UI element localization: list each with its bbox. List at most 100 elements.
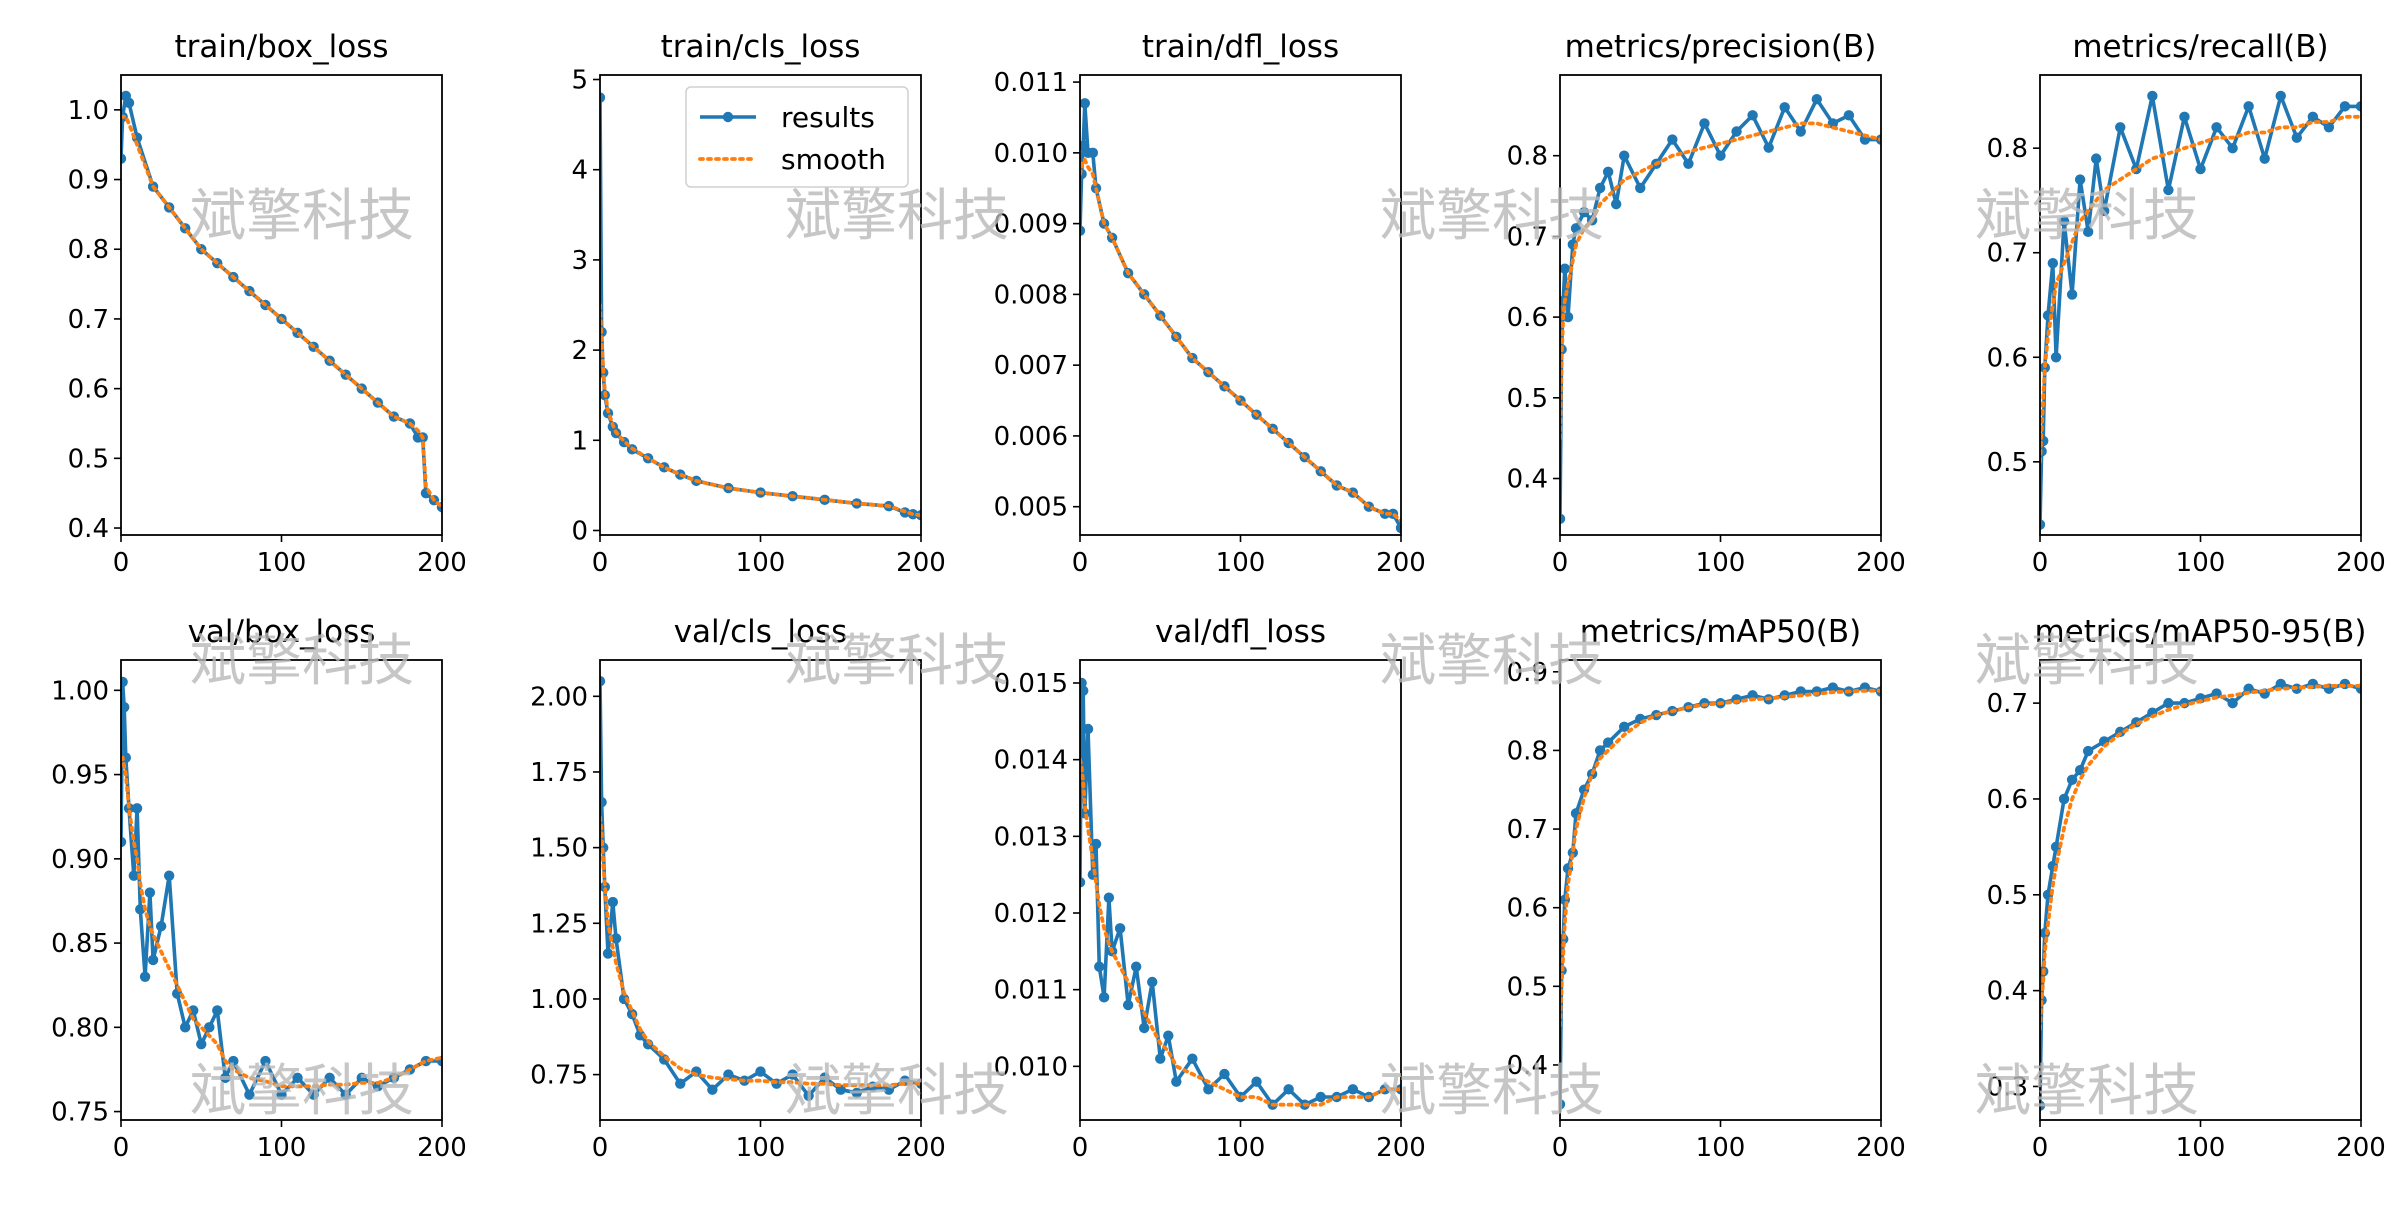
y-tick-label: 0.013 bbox=[994, 822, 1068, 852]
watermark-text: 斌擎科技 bbox=[1380, 1059, 1604, 1124]
subplot: val/dfl_loss 0 100 200 0.010 0.011 0.012 0.013 0… bbox=[994, 614, 1426, 1163]
results-point bbox=[155, 921, 167, 932]
results-point bbox=[1560, 263, 1571, 274]
subplot-title: metrics/precision(B) bbox=[1565, 29, 1877, 65]
y-tick-label: 0.75 bbox=[530, 1061, 588, 1091]
y-tick-label: 0.4 bbox=[1507, 465, 1548, 495]
x-tick-label: 100 bbox=[736, 548, 786, 578]
y-tick-label: 0.007 bbox=[994, 351, 1068, 381]
x-tick-label: 0 bbox=[1552, 548, 1569, 578]
x-tick-label: 200 bbox=[1856, 1133, 1906, 1163]
results-point bbox=[1843, 110, 1855, 121]
results-line bbox=[1080, 101, 1401, 529]
results-point bbox=[1219, 1068, 1230, 1080]
watermark-text: 斌擎科技 bbox=[1975, 184, 2199, 249]
results-point bbox=[1699, 118, 1710, 129]
results-point bbox=[292, 1072, 303, 1084]
smooth-line bbox=[121, 755, 442, 1089]
x-tick-label: 200 bbox=[417, 1133, 467, 1163]
y-tick-label: 0.6 bbox=[1507, 894, 1548, 924]
smooth-line bbox=[1080, 157, 1401, 523]
subplot-title: train/cls_loss bbox=[661, 29, 861, 65]
results-point bbox=[121, 701, 130, 713]
results-point bbox=[1578, 206, 1590, 218]
y-tick-label: 0.5 bbox=[1507, 972, 1548, 1002]
results-point bbox=[144, 887, 156, 898]
y-tick-label: 0.90 bbox=[51, 845, 109, 875]
results-point bbox=[610, 933, 622, 944]
results-point bbox=[1560, 1099, 1566, 1110]
y-tick-label: 1.00 bbox=[51, 676, 109, 706]
results-point bbox=[1087, 147, 1099, 159]
results-point bbox=[276, 1089, 287, 1100]
results-point bbox=[1147, 976, 1158, 988]
results-point bbox=[2082, 745, 2094, 757]
y-tick-label: 0.85 bbox=[51, 929, 109, 959]
results-point bbox=[308, 1089, 319, 1100]
results-point bbox=[1155, 1053, 1166, 1064]
smooth-line bbox=[1080, 757, 1401, 1107]
y-tick-label: 0.009 bbox=[994, 210, 1068, 240]
x-tick-label: 100 bbox=[2176, 548, 2226, 578]
y-tick-label: 0.4 bbox=[1507, 1051, 1548, 1081]
subplot-title: val/dfl_loss bbox=[1155, 614, 1326, 650]
y-tick-label: 0.80 bbox=[51, 1013, 109, 1043]
results-point bbox=[2243, 101, 2254, 112]
results-point bbox=[1090, 838, 1102, 850]
results-point bbox=[600, 881, 611, 893]
results-point bbox=[2058, 793, 2070, 805]
results-point bbox=[1715, 150, 1726, 161]
x-tick-label: 100 bbox=[1216, 548, 1266, 578]
results-point bbox=[1594, 182, 1606, 194]
smooth-line bbox=[600, 815, 921, 1088]
y-tick-label: 0.5 bbox=[1507, 384, 1548, 414]
y-tick-label: 0.015 bbox=[994, 669, 1068, 699]
axes-frame bbox=[599, 659, 922, 1121]
x-tick-label: 200 bbox=[1856, 548, 1906, 578]
results-point bbox=[1683, 158, 1694, 169]
results-line bbox=[121, 680, 442, 1097]
subplot-title: val/box_loss bbox=[188, 614, 376, 650]
watermark-text: 斌擎科技 bbox=[190, 184, 414, 249]
subplot-title: train/dfl_loss bbox=[1142, 29, 1339, 65]
subplot-title: metrics/recall(B) bbox=[2072, 29, 2328, 65]
results-point bbox=[803, 1090, 814, 1101]
y-tick-label: 0.010 bbox=[994, 139, 1068, 169]
results-point bbox=[131, 803, 143, 814]
results-point bbox=[1130, 961, 1142, 972]
watermark-text: 斌擎科技 bbox=[785, 629, 1009, 694]
watermark-text: 斌擎科技 bbox=[190, 629, 414, 694]
results-point bbox=[1619, 150, 1630, 161]
results-point bbox=[2163, 697, 2174, 709]
results-point bbox=[1610, 198, 1622, 210]
results-point bbox=[1602, 166, 1614, 178]
results-point bbox=[1080, 225, 1086, 236]
smooth-line bbox=[1560, 121, 1881, 441]
results-point bbox=[787, 1069, 798, 1080]
y-tick-label: 0.6 bbox=[68, 375, 109, 405]
x-tick-label: 100 bbox=[736, 1133, 786, 1163]
x-tick-label: 100 bbox=[1696, 1133, 1746, 1163]
subplot: train/dfl_loss 0 100 200 0.005 0.006 0.007 0.00… bbox=[994, 29, 1426, 578]
results-point bbox=[1098, 992, 1110, 1003]
y-tick-label: 0.5 bbox=[68, 444, 109, 474]
smooth-line bbox=[600, 303, 921, 518]
x-tick-label: 0 bbox=[1552, 1133, 1569, 1163]
results-point bbox=[2040, 1100, 2046, 1111]
legend-results-label: results bbox=[781, 101, 875, 134]
results-point bbox=[220, 1072, 231, 1084]
x-tick-label: 200 bbox=[1376, 1133, 1426, 1163]
y-tick-label: 1.0 bbox=[68, 96, 109, 126]
y-tick-label: 0.005 bbox=[994, 493, 1068, 523]
results-point bbox=[1560, 513, 1566, 525]
y-tick-label: 0.8 bbox=[68, 235, 109, 265]
watermark-text: 斌擎科技 bbox=[190, 1059, 414, 1124]
results-point bbox=[1103, 892, 1115, 903]
y-tick-label: 0.012 bbox=[994, 899, 1068, 929]
x-tick-label: 200 bbox=[896, 1133, 946, 1163]
y-tick-label: 0.9 bbox=[1507, 658, 1548, 688]
results-point bbox=[212, 1005, 223, 1016]
y-tick-label: 1 bbox=[571, 426, 588, 456]
smooth-line bbox=[121, 114, 442, 510]
